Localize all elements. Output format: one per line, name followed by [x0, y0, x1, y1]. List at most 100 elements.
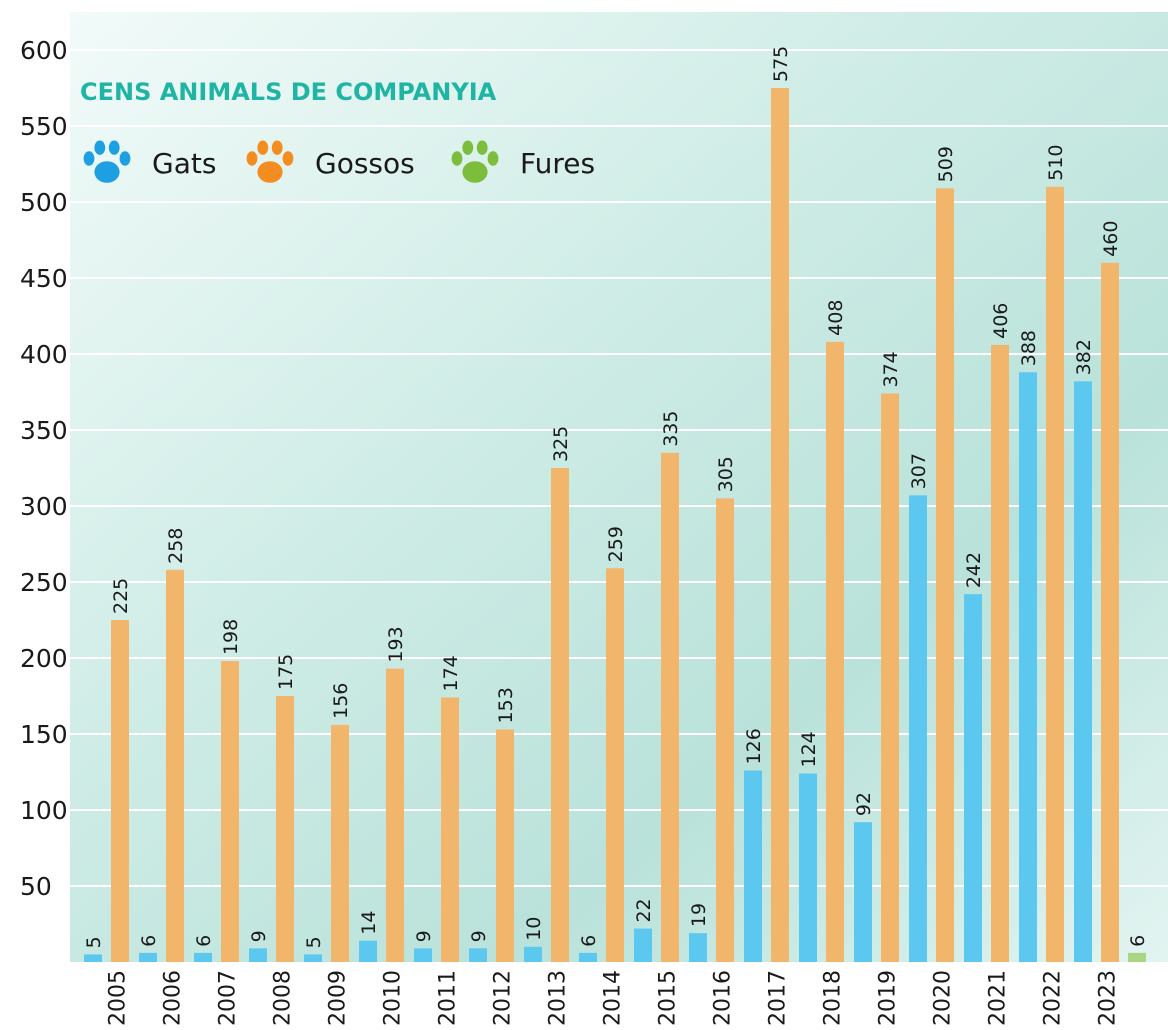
x-tick-label: 2010 [381, 970, 406, 1026]
bar [414, 948, 432, 962]
bar [221, 661, 239, 962]
value-label: 325 [550, 426, 572, 462]
value-label: 6 [1127, 935, 1149, 947]
value-label: 388 [1018, 330, 1040, 366]
x-tick-label: 2017 [766, 970, 791, 1026]
bar [716, 498, 734, 962]
value-label: 92 [853, 792, 875, 816]
value-label: 374 [880, 351, 902, 387]
value-label: 509 [935, 146, 957, 182]
bar [991, 344, 1009, 962]
value-label: 510 [1045, 145, 1067, 181]
bar [771, 88, 789, 962]
value-label: 153 [495, 687, 517, 723]
y-tick-label: 100 [20, 796, 68, 825]
value-label: 6 [578, 935, 600, 947]
y-tick-label: 200 [20, 644, 68, 673]
value-label: 575 [770, 46, 792, 82]
bar [964, 594, 982, 962]
bar [276, 696, 294, 962]
x-tick-label: 2006 [161, 970, 186, 1026]
bar [936, 188, 954, 962]
x-tick-label: 2013 [546, 970, 571, 1026]
y-tick-label: 300 [20, 492, 68, 521]
value-label: 408 [825, 300, 847, 336]
value-label: 307 [908, 453, 930, 489]
value-label: 198 [220, 619, 242, 655]
value-label: 9 [468, 930, 490, 942]
bar [826, 341, 844, 963]
bar [441, 697, 459, 962]
value-label: 174 [440, 655, 462, 691]
value-label: 5 [83, 936, 105, 948]
value-label: 259 [605, 526, 627, 562]
x-tick-label: 2023 [1096, 970, 1121, 1026]
value-label: 193 [385, 626, 407, 662]
value-label: 6 [138, 935, 160, 947]
x-tick-label: 2014 [601, 970, 626, 1026]
bar [166, 569, 184, 962]
x-tick-label: 2007 [216, 970, 241, 1026]
bar [249, 948, 267, 962]
bar [84, 954, 102, 962]
bar [854, 822, 872, 962]
value-label: 14 [358, 911, 380, 935]
value-label: 10 [523, 917, 545, 941]
value-label: 242 [963, 552, 985, 588]
x-tick-label: 2015 [656, 970, 681, 1026]
x-tick-label: 2012 [491, 970, 516, 1026]
value-label: 460 [1100, 221, 1122, 257]
bar [469, 948, 487, 962]
x-tick-label: 2011 [436, 970, 461, 1026]
y-tick-label: 500 [20, 188, 68, 217]
value-label: 6 [193, 935, 215, 947]
value-label: 22 [633, 898, 655, 922]
value-label: 225 [110, 578, 132, 614]
bar [111, 620, 129, 962]
bar [194, 952, 212, 962]
bar [304, 954, 322, 962]
bar [386, 668, 404, 962]
y-tick-label: 350 [20, 416, 68, 445]
bar [359, 940, 377, 962]
x-tick-label: 2016 [711, 970, 736, 1026]
bar [634, 928, 652, 962]
value-label: 406 [990, 303, 1012, 339]
value-label: 305 [715, 456, 737, 492]
bar [1128, 952, 1146, 962]
x-tick-label: 2005 [106, 970, 131, 1026]
x-tick-label: 2022 [1041, 970, 1066, 1026]
value-label: 124 [798, 731, 820, 767]
x-tick-label: 2019 [876, 970, 901, 1026]
value-label: 5 [303, 936, 325, 948]
legend-label: Gats [152, 147, 216, 180]
y-tick-label: 150 [20, 720, 68, 749]
x-tick-label: 2009 [326, 970, 351, 1026]
bar [1074, 381, 1092, 962]
bar [1046, 186, 1064, 963]
bar [551, 468, 569, 962]
y-tick-label: 450 [20, 264, 68, 293]
bar [909, 495, 927, 962]
bar [606, 568, 624, 962]
x-tick-label: 2008 [271, 970, 296, 1026]
legend-label: Gossos [315, 147, 415, 180]
bar [139, 952, 157, 962]
bar [1101, 262, 1119, 962]
value-label: 382 [1073, 339, 1095, 375]
value-label: 335 [660, 411, 682, 447]
bar [496, 729, 514, 962]
bar [524, 946, 542, 962]
bar [661, 452, 679, 962]
bar [689, 933, 707, 962]
x-tick-label: 2018 [821, 970, 846, 1026]
y-tick-label: 400 [20, 340, 68, 369]
x-tick-label: 2020 [931, 970, 956, 1026]
bar [799, 773, 817, 962]
value-label: 175 [275, 654, 297, 690]
value-label: 9 [248, 930, 270, 942]
value-label: 19 [688, 903, 710, 927]
bar [881, 393, 899, 962]
value-label: 9 [413, 930, 435, 942]
